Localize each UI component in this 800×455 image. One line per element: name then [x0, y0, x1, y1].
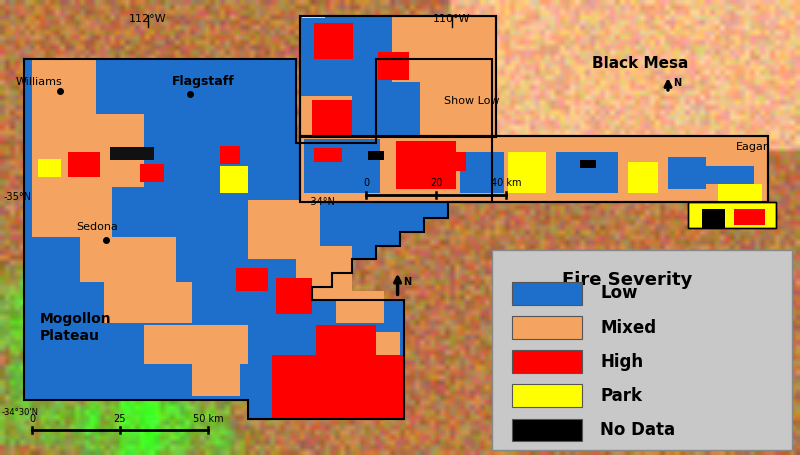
Bar: [512, 384, 582, 407]
Text: 50 km: 50 km: [193, 414, 223, 424]
Bar: [300, 16, 496, 136]
Text: Williams: Williams: [16, 77, 62, 87]
Bar: [314, 23, 353, 59]
Polygon shape: [24, 59, 492, 419]
Bar: [248, 200, 320, 259]
Bar: [702, 209, 725, 228]
Bar: [316, 325, 376, 355]
Bar: [144, 325, 248, 364]
Bar: [300, 136, 768, 202]
Bar: [702, 166, 754, 184]
Bar: [512, 350, 582, 373]
Bar: [312, 100, 352, 136]
Text: 20: 20: [430, 178, 442, 188]
Bar: [688, 202, 776, 228]
Text: N: N: [674, 78, 682, 87]
Text: Sedona: Sedona: [76, 222, 118, 233]
Text: 0: 0: [363, 178, 370, 188]
Bar: [688, 202, 776, 228]
Text: 25: 25: [114, 414, 126, 424]
Bar: [718, 184, 762, 202]
Text: High: High: [600, 353, 643, 371]
Bar: [300, 136, 768, 202]
Bar: [80, 237, 176, 282]
Text: 0: 0: [29, 414, 35, 424]
Text: Low: Low: [600, 284, 638, 303]
Text: 112°W: 112°W: [129, 14, 167, 24]
Bar: [304, 139, 380, 193]
Bar: [508, 152, 546, 193]
Bar: [302, 16, 325, 18]
Text: 40 km: 40 km: [491, 178, 522, 188]
Text: 110°W: 110°W: [434, 14, 470, 24]
Text: Mogollon
Plateau: Mogollon Plateau: [40, 313, 112, 343]
Bar: [668, 157, 706, 189]
Text: -34°N: -34°N: [308, 197, 336, 207]
Bar: [32, 187, 112, 237]
Bar: [336, 291, 384, 323]
Bar: [332, 364, 384, 391]
Text: No Data: No Data: [600, 421, 675, 439]
Bar: [96, 114, 144, 187]
Bar: [192, 364, 240, 396]
Text: N: N: [403, 277, 411, 287]
Text: Fire Severity: Fire Severity: [562, 271, 692, 289]
Bar: [628, 162, 658, 193]
Text: Mixed: Mixed: [600, 318, 656, 337]
Bar: [436, 152, 466, 171]
Bar: [368, 332, 400, 359]
Text: Eagar: Eagar: [735, 142, 768, 152]
Text: Show Low: Show Low: [444, 96, 499, 106]
Bar: [734, 209, 765, 225]
Bar: [68, 152, 100, 177]
Bar: [352, 82, 420, 136]
Bar: [110, 147, 154, 160]
Bar: [276, 278, 312, 314]
Bar: [38, 159, 61, 177]
Bar: [492, 250, 792, 450]
Text: Black Mesa: Black Mesa: [592, 56, 688, 71]
Bar: [396, 141, 456, 189]
Bar: [104, 282, 192, 323]
Bar: [300, 16, 496, 136]
Bar: [32, 59, 96, 187]
Bar: [580, 160, 596, 168]
Bar: [140, 164, 164, 182]
Bar: [378, 52, 409, 80]
Text: Park: Park: [600, 387, 642, 405]
Bar: [512, 316, 582, 339]
Bar: [512, 419, 582, 441]
Bar: [236, 268, 268, 291]
Bar: [314, 148, 342, 162]
Text: -35°N: -35°N: [4, 192, 32, 202]
Bar: [512, 282, 582, 305]
Bar: [272, 355, 404, 419]
Bar: [220, 166, 248, 193]
Bar: [296, 246, 352, 300]
Bar: [368, 151, 384, 160]
Text: -34°30'N: -34°30'N: [2, 408, 38, 417]
Text: Flagstaff: Flagstaff: [172, 76, 234, 88]
Bar: [460, 152, 504, 193]
Bar: [300, 16, 392, 96]
Bar: [556, 152, 618, 193]
Bar: [220, 146, 240, 164]
